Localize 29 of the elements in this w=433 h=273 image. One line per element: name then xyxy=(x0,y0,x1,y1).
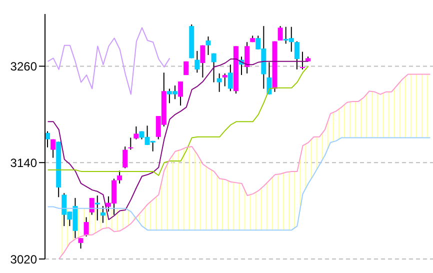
candlestick xyxy=(200,44,206,78)
candlestick xyxy=(94,195,100,221)
candlestick xyxy=(300,51,305,70)
candlestick xyxy=(100,205,106,224)
candlestick xyxy=(117,170,122,184)
candlestick xyxy=(222,72,228,87)
candlestick xyxy=(122,146,128,169)
y-tick-label: 3140 xyxy=(10,156,38,170)
candlestick xyxy=(244,42,250,74)
candlestick xyxy=(228,64,233,92)
candlestick xyxy=(194,50,200,74)
candlestick xyxy=(89,197,94,216)
candlestick xyxy=(128,137,134,150)
line-series xyxy=(47,66,309,176)
candlestick xyxy=(278,26,283,42)
candlestick xyxy=(266,62,272,95)
line-series xyxy=(47,137,431,231)
candlestick xyxy=(50,138,56,158)
candlestick xyxy=(211,52,216,83)
y-tick-label: 3260 xyxy=(10,59,38,74)
candlestick xyxy=(78,238,84,250)
candlestick xyxy=(84,216,89,238)
line-series xyxy=(47,27,170,95)
candlestick xyxy=(216,72,222,92)
candlestick xyxy=(294,40,300,70)
candlestick xyxy=(206,36,211,56)
candlestick xyxy=(178,80,184,106)
y-tick-label: 3020 xyxy=(10,252,38,266)
candlestick xyxy=(134,126,139,140)
